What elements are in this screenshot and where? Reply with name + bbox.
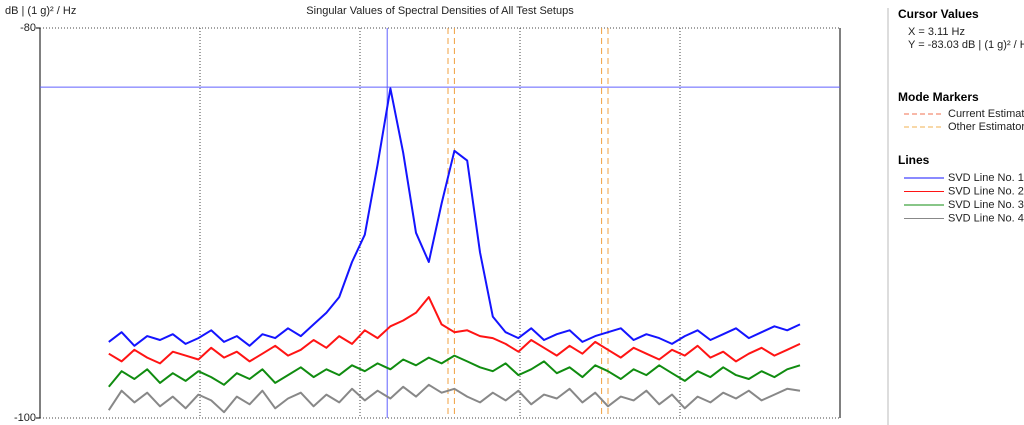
- legend-label: SVD Line No. 3: [948, 199, 1024, 211]
- legend-label: SVD Line No. 1: [948, 172, 1024, 184]
- legend-label: Current Estimato: [948, 108, 1024, 120]
- y-axis-label: dB | (1 g)² / Hz: [5, 5, 76, 17]
- cursor-y: Y = -83.03 dB | (1 g)² / Hz: [908, 39, 1024, 51]
- lines-heading: Lines: [898, 153, 930, 167]
- series-line: [107, 383, 801, 414]
- series-line: [108, 87, 801, 347]
- legend-label: SVD Line No. 2: [948, 185, 1024, 197]
- series-line: [108, 354, 801, 388]
- cursor-heading: Cursor Values: [898, 7, 979, 21]
- legend-label: SVD Line No. 4: [948, 212, 1024, 224]
- legend-label: Other Estimators: [948, 121, 1024, 133]
- mode-markers-heading: Mode Markers: [898, 90, 979, 104]
- series-line: [108, 296, 801, 365]
- chart-title: Singular Values of Spectral Densities of…: [306, 5, 574, 17]
- y-tick-label: -80: [20, 22, 36, 34]
- y-tick-label: -100: [14, 412, 36, 424]
- cursor-x: X = 3.11 Hz: [908, 26, 965, 38]
